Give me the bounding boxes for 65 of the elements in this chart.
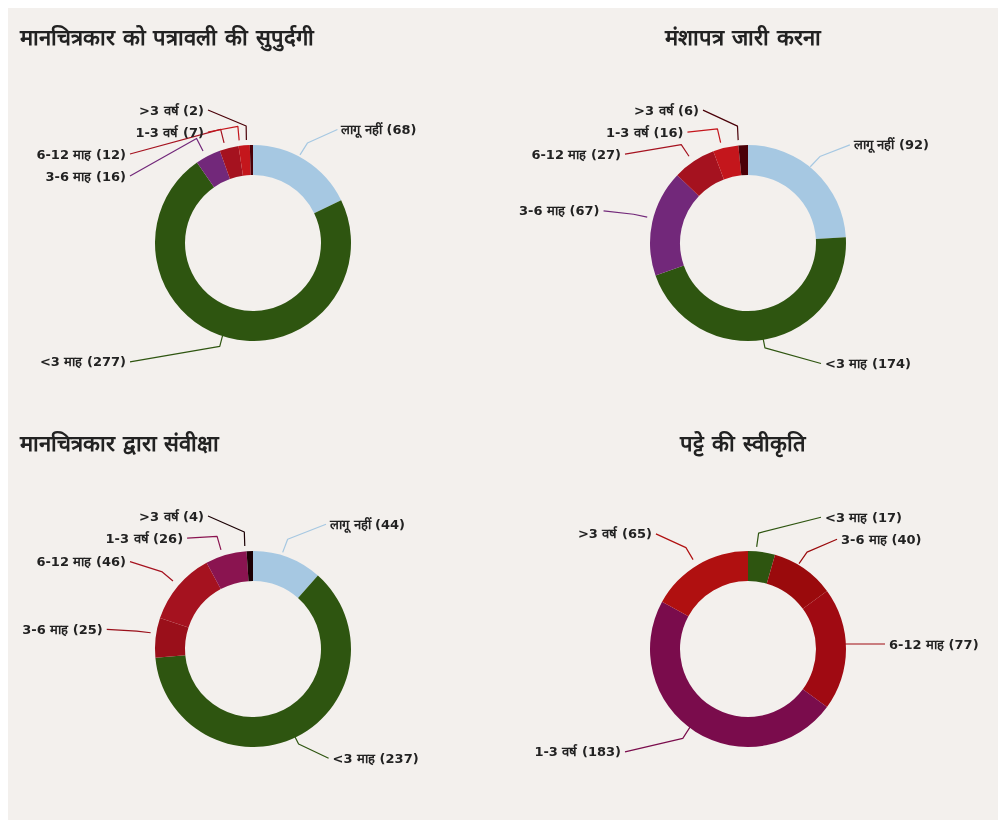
data-label: (277) bbox=[86, 354, 126, 370]
slice-label: <3 माह bbox=[332, 750, 380, 766]
slice-label: 6-12 माह bbox=[531, 146, 592, 162]
chart-title: मानचित्रकार को पत्रावली की सुपुर्दगी bbox=[18, 24, 316, 54]
data-label: (2) bbox=[183, 102, 204, 118]
data-label: (44) bbox=[375, 516, 406, 532]
data-label: (26) bbox=[153, 530, 184, 546]
slice-label: 3-6 माह bbox=[22, 621, 73, 637]
donut-slice bbox=[238, 145, 251, 176]
slice-label: <3 माह bbox=[39, 354, 87, 370]
chart-title: मंशापत्र जारी करना bbox=[663, 24, 823, 52]
data-label: (68) bbox=[386, 122, 417, 138]
slice-label: 3-6 माह bbox=[519, 203, 570, 219]
data-label: (92) bbox=[898, 137, 929, 153]
donut-slice bbox=[677, 151, 724, 196]
slice-label: 3-6 माह bbox=[45, 168, 97, 184]
donut-slice bbox=[738, 145, 748, 176]
donut-slice bbox=[219, 146, 243, 180]
data-label: (6) bbox=[678, 102, 699, 118]
slice-label: 1-3 वर्ष bbox=[105, 530, 154, 546]
data-label: (183) bbox=[581, 744, 621, 760]
chart-title: मानचित्रकार द्वारा संवीक्षा bbox=[18, 430, 221, 458]
slice-label: >3 वर्ष bbox=[577, 526, 622, 542]
slice-label: लागू नहीं bbox=[852, 136, 899, 154]
data-label: (77) bbox=[948, 636, 979, 652]
slice-label: >3 वर्ष bbox=[139, 102, 184, 118]
donut-slice bbox=[748, 551, 776, 584]
data-label: (237) bbox=[379, 750, 419, 766]
slice-label: लागू नहीं bbox=[340, 121, 387, 139]
slice-label: 1-3 वर्ष bbox=[534, 744, 582, 760]
data-label: (17) bbox=[872, 509, 902, 525]
data-label: (16) bbox=[653, 124, 684, 140]
donut-slice bbox=[253, 551, 318, 599]
slice-label: <3 माह bbox=[825, 356, 872, 372]
data-label: (25) bbox=[72, 621, 103, 637]
slice-label: >3 वर्ष bbox=[139, 508, 184, 524]
data-label: (65) bbox=[621, 526, 652, 542]
data-label: (46) bbox=[96, 554, 126, 570]
donut-slice bbox=[713, 145, 742, 180]
donut-slice bbox=[196, 150, 230, 188]
slice-label: 6-12 माह bbox=[36, 146, 97, 162]
data-label: (67) bbox=[569, 203, 600, 219]
slice-label: 1-3 वर्ष bbox=[135, 124, 183, 140]
donut-slice bbox=[748, 145, 846, 240]
donut-slice bbox=[662, 551, 748, 617]
chart-title: पट्टे की स्वीकृति bbox=[678, 430, 808, 460]
data-label: (4) bbox=[183, 508, 204, 524]
slice-label: 3-6 माह bbox=[841, 531, 892, 547]
data-label: (7) bbox=[182, 124, 204, 140]
slice-label: <3 माह bbox=[825, 509, 872, 525]
data-label: (16) bbox=[96, 168, 126, 184]
donut-slice bbox=[249, 145, 253, 176]
slice-label: 6-12 माह bbox=[36, 554, 97, 570]
data-label: (40) bbox=[891, 531, 922, 547]
donut-slice bbox=[246, 551, 253, 582]
slice-label: >3 वर्ष bbox=[634, 102, 679, 118]
donut-slice bbox=[253, 145, 342, 214]
slice-label: 1-3 वर्ष bbox=[605, 124, 654, 140]
slice-label: लागू नहीं bbox=[329, 515, 376, 533]
data-label: (27) bbox=[591, 146, 621, 162]
data-label: (12) bbox=[96, 146, 126, 162]
donut-slice bbox=[650, 175, 699, 276]
slice-label: 6-12 माह bbox=[889, 636, 949, 652]
data-label: (174) bbox=[872, 356, 912, 372]
donut-slice bbox=[206, 551, 249, 590]
